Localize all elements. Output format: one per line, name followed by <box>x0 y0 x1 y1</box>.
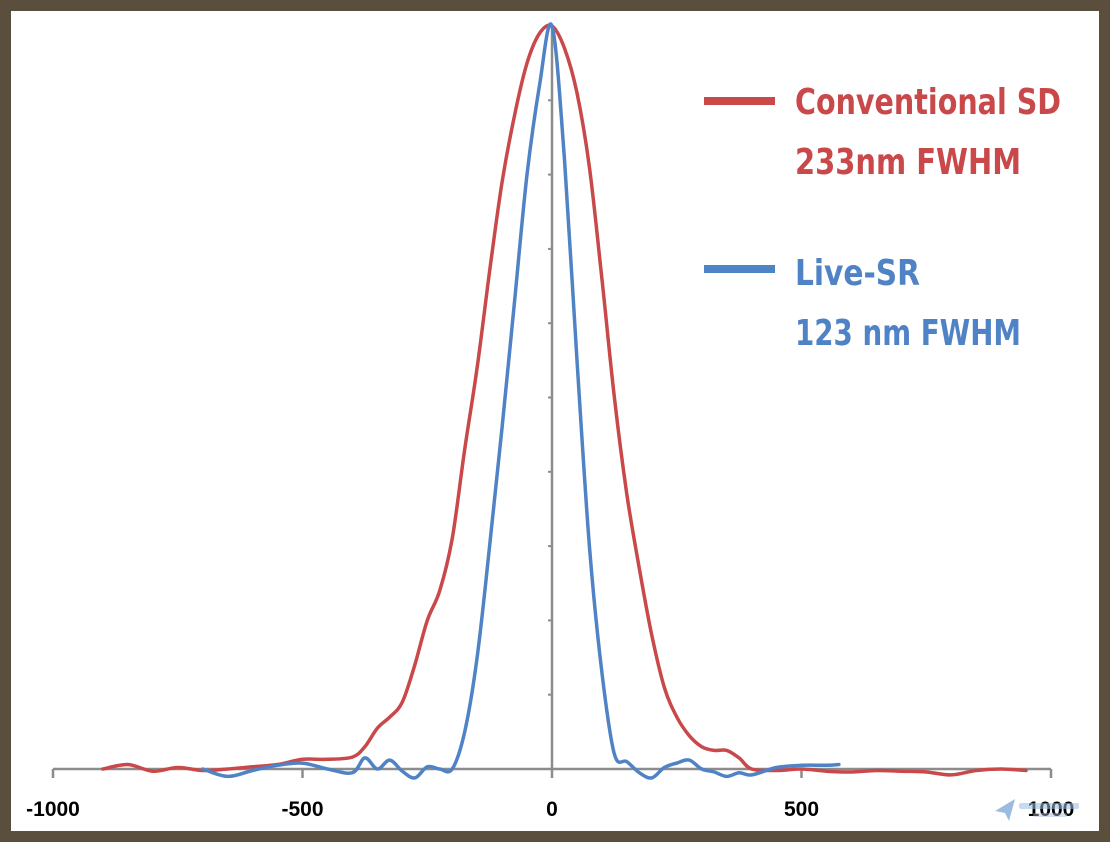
legend-label-live-sr: Live-SR <box>795 253 920 294</box>
legend-note-conventional-sd: 233nm FWHM <box>795 142 1021 183</box>
x-tick-label: -500 <box>281 798 323 821</box>
axes <box>51 25 1053 778</box>
series-line-conventional-sd <box>101 23 1028 777</box>
x-tick-label: 0 <box>546 798 558 821</box>
x-tick-labels: -1000 -500 0 500 1000 <box>26 798 1074 821</box>
series-layer <box>101 22 1028 780</box>
series-line-live-sr <box>200 22 841 780</box>
watermark-logo <box>995 799 1079 821</box>
chart-frame: -1000 -500 0 500 1000 Conventional SD 233nm F… <box>11 11 1099 831</box>
legend: Conventional SD 233nm FWHM Live-SR 123 nm F… <box>704 82 1061 354</box>
x-tick-label: 500 <box>784 798 819 821</box>
x-tick-label: -1000 <box>26 798 80 821</box>
legend-label-conventional-sd: Conventional SD <box>795 82 1061 123</box>
legend-note-live-sr: 123 nm FWHM <box>795 313 1021 354</box>
